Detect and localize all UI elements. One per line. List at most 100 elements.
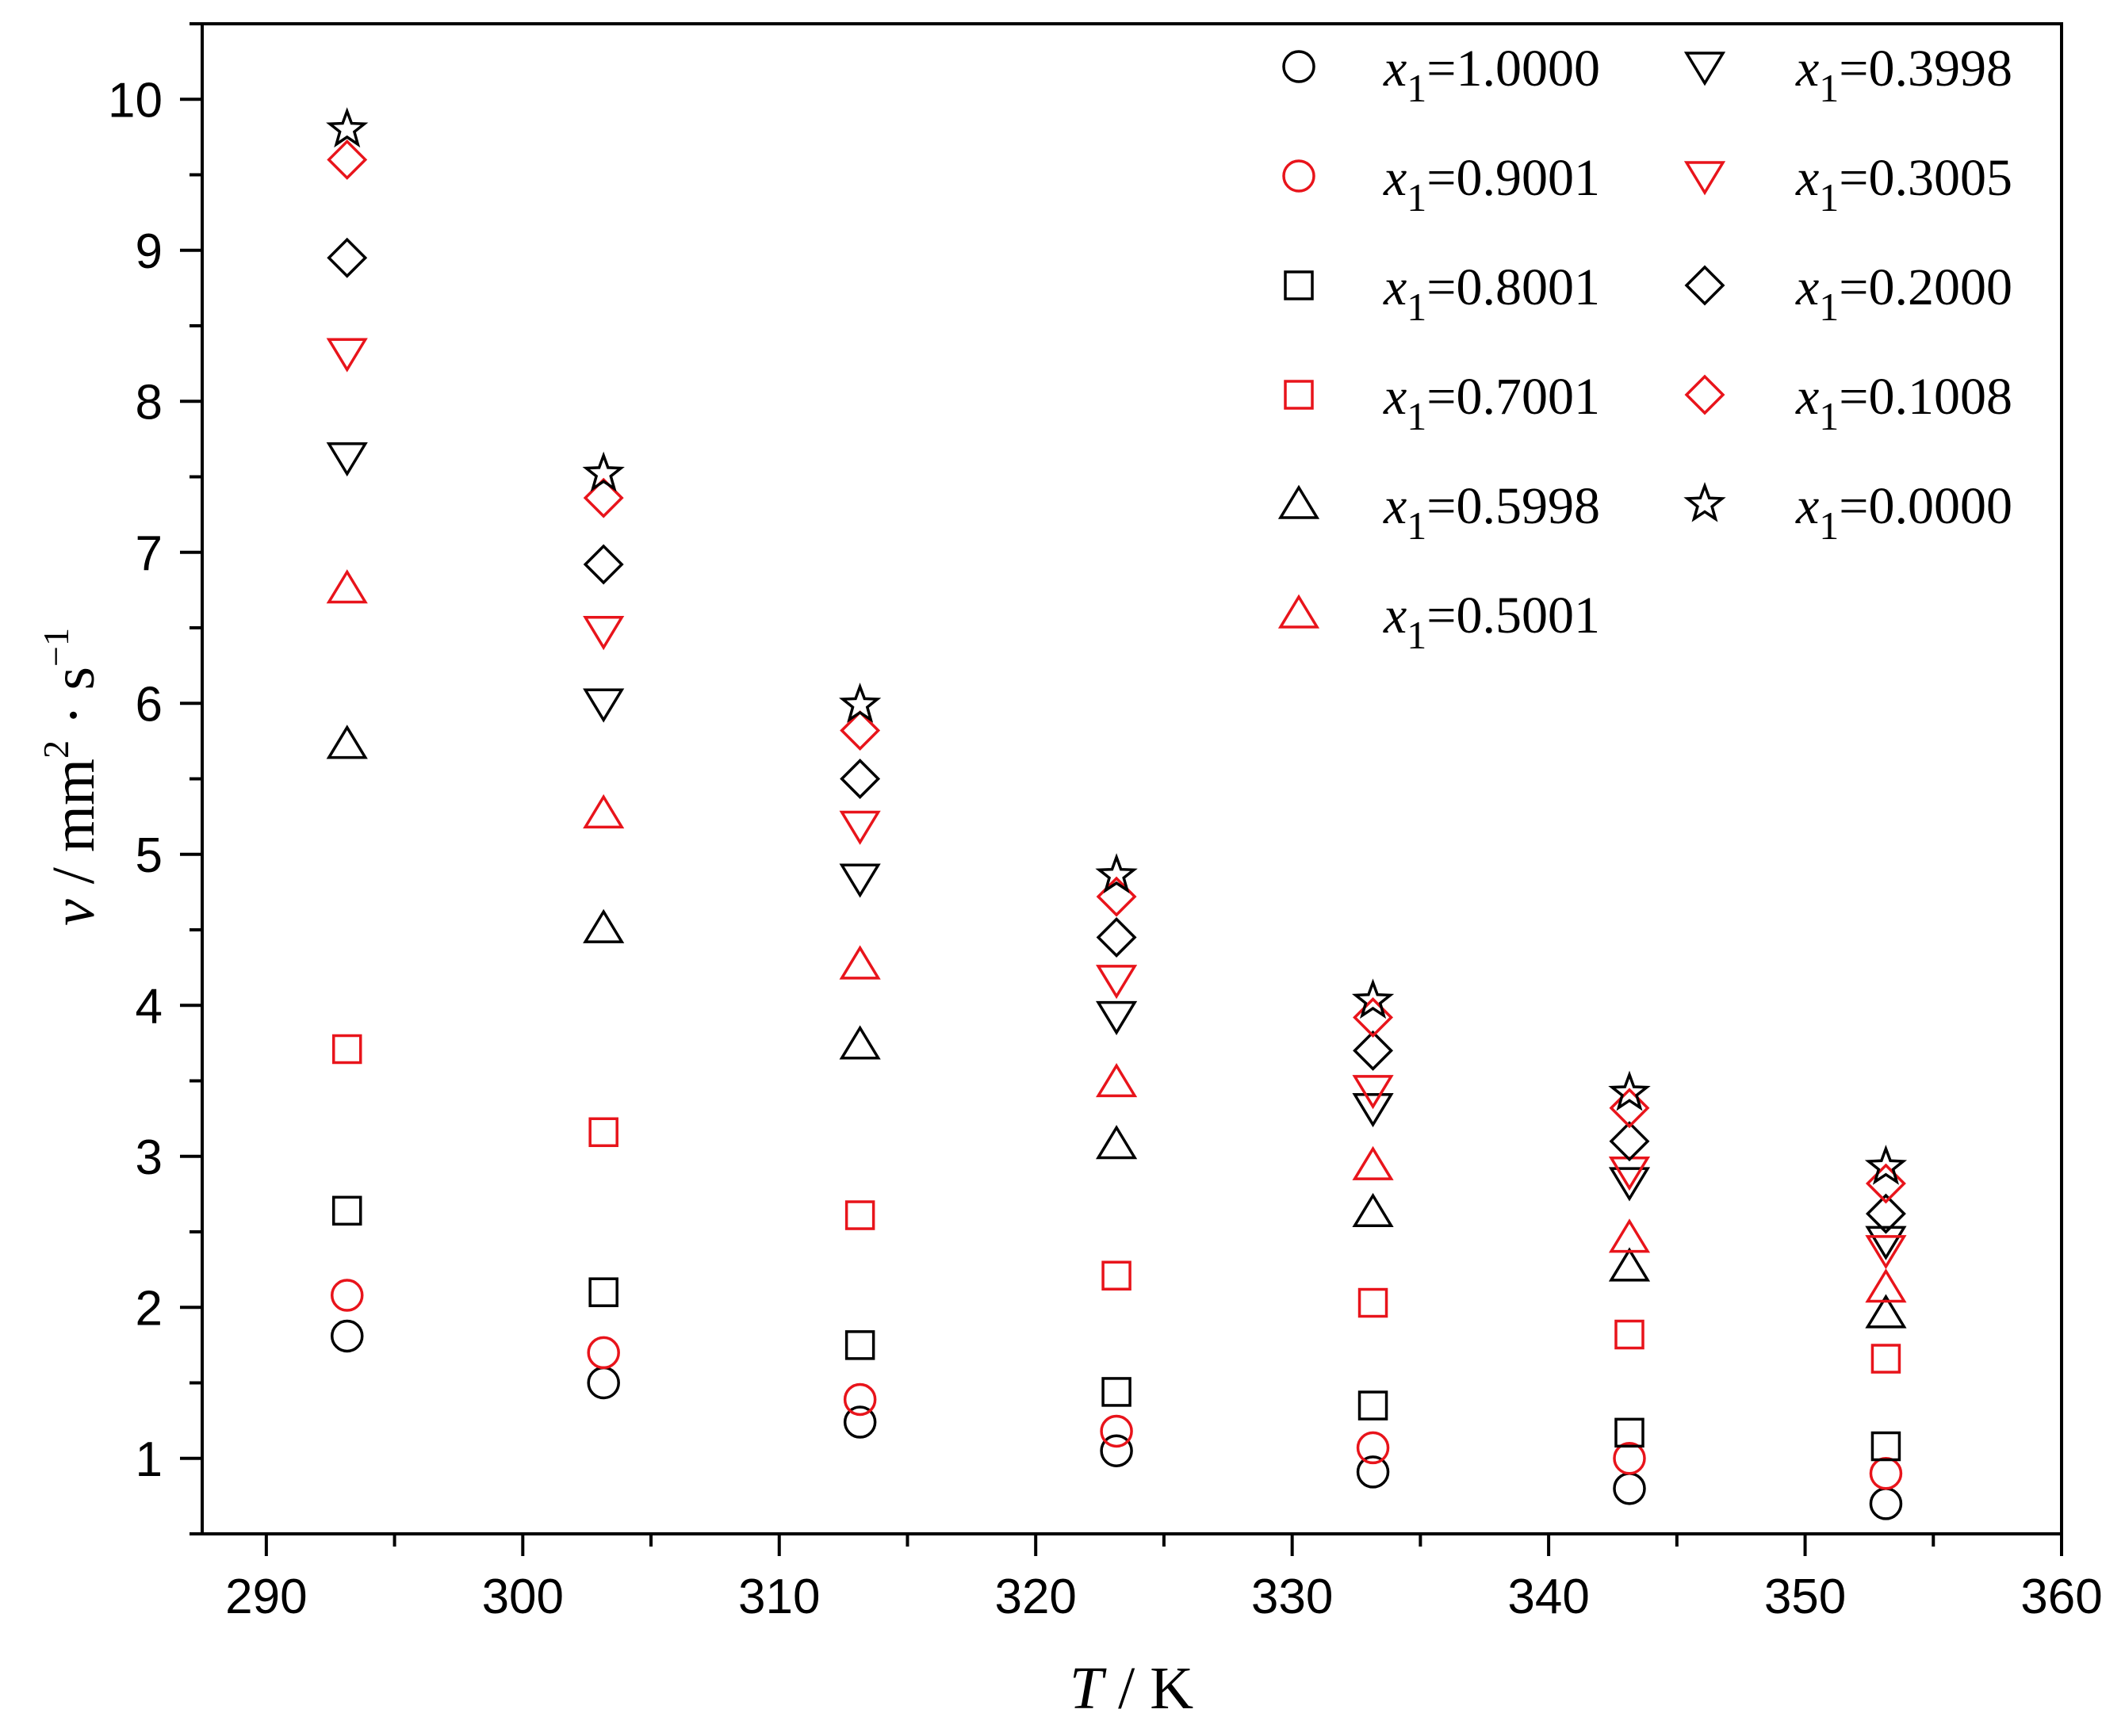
data-point <box>1101 1260 1131 1291</box>
legend-label: x1=0.3998 <box>1795 40 2012 110</box>
data-point <box>1101 1377 1131 1407</box>
legend-label-value: =0.9001 <box>1426 149 1600 207</box>
legend-label-var: x <box>1383 149 1407 207</box>
legend-label-value: =0.5001 <box>1426 587 1600 644</box>
legend-label-value: =0.7001 <box>1426 368 1600 426</box>
x-tick-label: 310 <box>738 1570 820 1624</box>
legend-label-sub: 1 <box>1407 394 1426 438</box>
y-tick-label: 4 <box>136 979 163 1034</box>
data-point <box>1100 1434 1133 1467</box>
data-point <box>327 139 368 180</box>
data-point <box>843 1382 877 1417</box>
data-point <box>1865 1268 1907 1303</box>
data-point <box>839 945 881 980</box>
data-point <box>1865 1235 1907 1270</box>
data-point <box>330 1319 364 1353</box>
legend-label-var: x <box>1795 149 1819 207</box>
legend-label-var: x <box>1383 258 1407 316</box>
data-point <box>582 451 625 492</box>
legend-marker <box>1277 594 1320 629</box>
legend-label-sub: 1 <box>1407 503 1426 548</box>
data-point <box>331 1034 362 1065</box>
legend-label-value: =0.5998 <box>1426 477 1600 535</box>
plot-frame <box>201 22 2063 1535</box>
data-point <box>1100 1414 1133 1448</box>
data-point <box>1357 1390 1388 1421</box>
legend-label-sub: 1 <box>1819 285 1839 329</box>
legend-label-var: x <box>1383 477 1407 535</box>
data-point <box>583 688 625 723</box>
data-point <box>326 569 368 604</box>
data-point <box>844 1330 875 1360</box>
data-point <box>326 725 368 759</box>
data-point <box>587 1336 620 1370</box>
legend-label-var: x <box>1795 258 1819 316</box>
data-point <box>1353 997 1394 1038</box>
legend-label-sub: 1 <box>1407 613 1426 657</box>
legend-label-value: =0.2000 <box>1839 258 2012 316</box>
data-point <box>1095 1063 1138 1098</box>
y-axis-unit: / mm <box>40 759 107 899</box>
y-tick-label: 10 <box>108 73 163 128</box>
legend: x1=1.0000x1=0.9001x1=0.8001x1=0.7001x1=0… <box>1277 40 2012 657</box>
data-point <box>1096 917 1137 958</box>
legend-label-var: x <box>1795 368 1819 426</box>
legend-label-sub: 1 <box>1819 175 1839 220</box>
data-point <box>1865 1163 1906 1204</box>
y-axis-title: ν / mm2 · s−1 <box>36 628 107 926</box>
legend-marker <box>1683 481 1726 522</box>
y-axis-sup-2: −1 <box>36 628 76 667</box>
legend-label-sub: 1 <box>1407 66 1426 110</box>
y-axis-var: ν <box>40 899 107 926</box>
legend-marker <box>1683 52 1726 86</box>
legend-label: x1=0.3005 <box>1795 149 2012 220</box>
data-point <box>1614 1417 1644 1448</box>
data-point <box>326 442 368 477</box>
data-point <box>1869 1457 1903 1490</box>
x-tick-label: 320 <box>994 1570 1076 1624</box>
data-point <box>1095 853 1138 894</box>
legend-label: x1=0.8001 <box>1383 258 1600 329</box>
data-point <box>1608 1218 1651 1253</box>
data-point <box>1356 1455 1390 1489</box>
data-point <box>1613 1442 1646 1475</box>
y-axis-mid: · s <box>40 667 107 740</box>
legend-label-var: x <box>1383 40 1407 98</box>
data-point <box>1608 1247 1651 1282</box>
legend-marker <box>1684 374 1725 415</box>
x-tick-label: 300 <box>482 1570 564 1624</box>
x-axis-title: T / K <box>1070 1655 1193 1722</box>
legend-label: x1=0.2000 <box>1795 258 2012 329</box>
legend-label: x1=1.0000 <box>1383 40 1600 110</box>
data-point <box>1870 1431 1901 1462</box>
data-point <box>583 793 625 829</box>
legend-label-var: x <box>1795 40 1819 98</box>
legend-label: x1=0.5001 <box>1383 587 1600 657</box>
x-tick-label: 330 <box>1251 1570 1333 1624</box>
legend-label: x1=0.0000 <box>1795 477 2012 548</box>
data-point <box>1356 1431 1390 1465</box>
legend-label-value: =0.3005 <box>1839 149 2012 207</box>
y-axis-ticks: 1 2 3 4 5 6 7 8 9 10 <box>108 22 202 1535</box>
data-point <box>1357 1287 1388 1318</box>
data-point <box>587 1366 620 1400</box>
legend-marker <box>1284 380 1314 410</box>
y-tick-label: 8 <box>136 375 163 430</box>
legend-label: x1=0.7001 <box>1383 368 1600 438</box>
x-tick-label: 350 <box>1764 1570 1846 1624</box>
x-axis-var: T <box>1070 1655 1107 1722</box>
legend-label-sub: 1 <box>1819 394 1839 438</box>
legend-label-sub: 1 <box>1819 503 1839 548</box>
data-point <box>583 544 624 585</box>
data-point <box>1095 1125 1138 1160</box>
legend-marker <box>1277 484 1320 519</box>
data-point <box>1864 1145 1908 1185</box>
legend-label-sub: 1 <box>1407 285 1426 329</box>
y-tick-label: 2 <box>136 1281 163 1336</box>
data-point <box>840 710 881 751</box>
y-tick-label: 9 <box>136 224 163 279</box>
data-point <box>1613 1472 1646 1505</box>
legend-label-value: =0.1008 <box>1839 368 2012 426</box>
